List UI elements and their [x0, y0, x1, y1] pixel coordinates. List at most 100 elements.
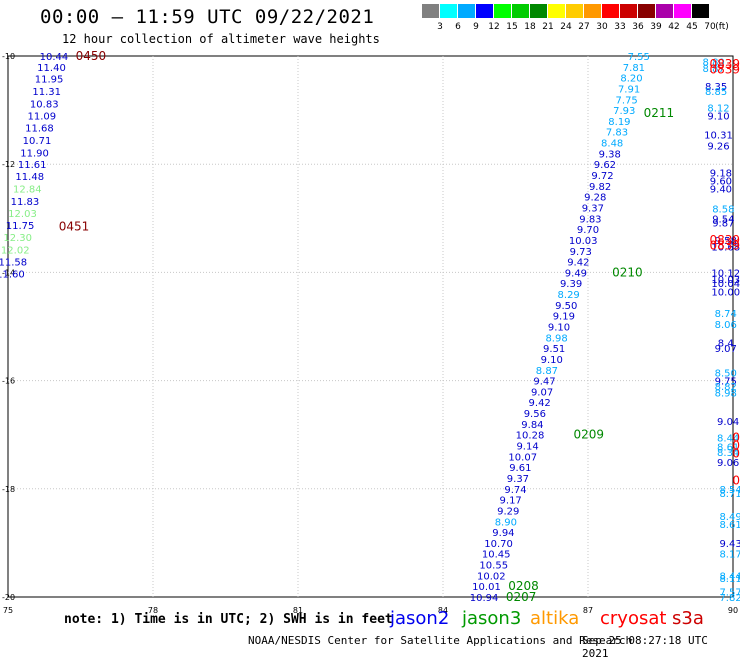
legend-swatch	[674, 4, 691, 18]
wave-height-value: 10.02	[477, 571, 506, 582]
wave-height-value: 10.83	[30, 100, 59, 111]
x-tick-label: 87	[583, 606, 593, 615]
x-tick-label: 90	[728, 606, 738, 615]
wave-height-value: 10.07	[508, 452, 537, 463]
legend-swatch	[638, 4, 655, 18]
pass-time-label: 0209	[574, 428, 605, 442]
wave-height-value: 9.72	[591, 171, 613, 182]
wave-height-value: 9.07	[531, 387, 553, 398]
wave-height-value: 10.12	[711, 268, 740, 279]
chart-subtitle: 12 hour collection of altimeter wave hei…	[62, 32, 380, 46]
wave-height-value: 8.61	[719, 520, 740, 531]
wave-height-value: 10.44	[40, 52, 69, 63]
pass-time-label: 0210	[612, 265, 643, 279]
legend-unit-label: (ft)	[715, 22, 729, 32]
legend-swatch	[476, 4, 493, 18]
wave-height-value: 11.83	[11, 197, 40, 208]
wave-height-value: 9.84	[521, 420, 543, 431]
legend-label: 12	[488, 22, 500, 32]
wave-height-value: 9.37	[582, 203, 604, 214]
wave-height-value: 8.87	[536, 366, 558, 377]
wave-height-value: 8.74	[715, 309, 737, 320]
wave-height-value: 9.50	[555, 301, 577, 312]
legend-label: 9	[473, 22, 479, 32]
wave-height-value: 9.04	[717, 417, 739, 428]
legend-swatch	[602, 4, 619, 18]
y-tick-label: -10	[2, 52, 15, 61]
wave-height-value: 8.61	[717, 443, 739, 454]
wave-height-value: 12.03	[8, 209, 37, 220]
x-tick-label: 75	[3, 606, 13, 615]
wave-height-value: 11.48	[15, 172, 44, 183]
wave-height-value: 11.60	[0, 269, 25, 280]
wave-height-value: 12.02	[1, 246, 30, 257]
pass-time-label: 0839	[709, 57, 740, 71]
wave-height-value: 9.73	[570, 247, 592, 258]
pass-time-label: 0839	[709, 63, 740, 77]
wave-height-value: 9.40	[710, 185, 732, 196]
legend-label: 15	[506, 22, 518, 32]
legend-swatch	[566, 4, 583, 18]
wave-height-value: 8.29	[558, 290, 580, 301]
y-tick-label: -14	[2, 268, 15, 277]
wave-height-value: 7.82	[719, 593, 740, 604]
wave-height-value: 8.80	[703, 57, 725, 68]
wave-height-value: 7.55	[628, 52, 650, 63]
y-tick-label: -12	[2, 160, 15, 169]
chart-title: 00:00 – 11:59 UTC 09/22/2021	[40, 6, 375, 28]
legend-label: 21	[542, 22, 554, 32]
wave-height-value: 8.98	[545, 333, 567, 344]
legend-swatch	[620, 4, 637, 18]
wave-height-value: 9.83	[579, 214, 601, 225]
legend-swatch	[584, 4, 601, 18]
wave-height-value: 7.83	[606, 128, 628, 139]
legend-label: 33	[614, 22, 626, 32]
wave-height-value: 9.29	[497, 506, 519, 517]
wave-height-value: 9.54	[712, 214, 734, 225]
wave-height-value: 8.49	[719, 512, 740, 523]
legend-swatch	[440, 4, 457, 18]
wave-height-value: 9.26	[707, 141, 729, 152]
wave-height-value: 9.37	[507, 474, 529, 485]
wave-height-value: 10.71	[23, 136, 52, 147]
wave-height-value: 8.34	[717, 448, 739, 459]
wave-height-value: 8.19	[608, 117, 630, 128]
wave-height-value: 7.57	[719, 588, 740, 599]
wave-height-value: 11.61	[18, 160, 47, 171]
wave-height-value: 11.68	[25, 123, 54, 134]
legend-label: 45	[686, 22, 698, 32]
legend-label: 27	[578, 22, 590, 32]
wave-height-value: 9.10	[707, 112, 729, 123]
wave-height-value: 9.62	[594, 160, 616, 171]
pass-time-label: 0211	[644, 106, 675, 120]
legend-swatch	[530, 4, 547, 18]
plot-frame	[7, 55, 734, 598]
wave-height-value: 10.68	[711, 242, 740, 253]
wave-height-value: 9.42	[567, 258, 589, 269]
wave-height-value: 11.95	[35, 75, 64, 86]
mission-name: jason3	[462, 608, 522, 629]
wave-height-value: 8.58	[712, 205, 734, 216]
wave-height-value: 8.71	[719, 489, 740, 500]
legend-swatch	[422, 4, 439, 18]
wave-height-value: 9.28	[584, 193, 606, 204]
wave-height-value: 11.58	[0, 258, 27, 269]
pass-time-label: 0207	[506, 590, 537, 604]
wave-height-value: 11.40	[37, 63, 66, 74]
wave-height-value: 9.10	[541, 355, 563, 366]
mission-name: s3a	[672, 608, 704, 629]
legend-label: 70	[704, 22, 716, 32]
wave-height-value: 7.75	[616, 95, 638, 106]
wave-height-value: 11.90	[20, 148, 49, 159]
credit-text: NOAA/NESDIS Center for Satellite Applica…	[248, 634, 633, 647]
wave-height-value: 8.44	[719, 571, 740, 582]
wave-height-value: 10.45	[482, 550, 511, 561]
legend-label: 39	[650, 22, 662, 32]
wave-height-value: 9.56	[524, 409, 546, 420]
wave-height-value: 8.98	[715, 389, 737, 400]
wave-height-value: 9.10	[548, 323, 570, 334]
wave-height-value: 10.03	[711, 275, 740, 286]
wave-height-value: 8.12	[707, 103, 729, 114]
x-tick-label: 78	[148, 606, 158, 615]
